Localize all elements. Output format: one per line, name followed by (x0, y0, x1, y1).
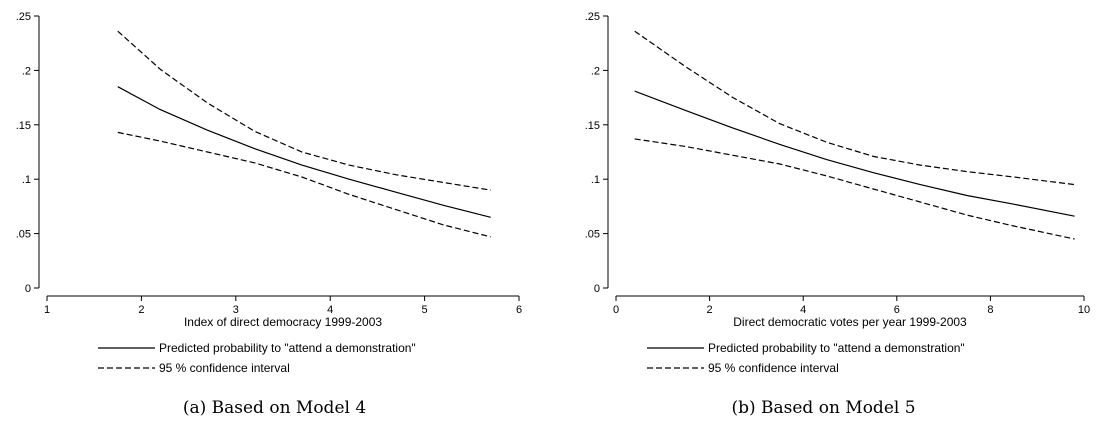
chart-b-y-tick-label: .1 (591, 174, 600, 186)
chart-b-y-tick-label: 0 (594, 283, 600, 295)
chart-a-x-tick-label: 6 (516, 304, 522, 316)
chart-a-x-tick-label: 2 (138, 304, 144, 316)
chart-b-x-tick-label: 0 (613, 304, 619, 316)
chart-a-x-tick-label: 4 (327, 304, 333, 316)
chart-a-ci-lower-line (117, 131, 491, 238)
chart-a-x-tick-label: 5 (422, 304, 428, 316)
chart-a-x-tick-label: 3 (233, 304, 239, 316)
chart-b-caption: (b) Based on Model 5 (731, 398, 916, 418)
chart-a-legend-label-ci: 95 % confidence interval (159, 361, 290, 375)
chart-a-predicted-line (117, 86, 491, 218)
chart-a-y-tick-label: .15 (16, 120, 31, 132)
chart-a-y-tick-label: .05 (16, 229, 31, 241)
chart-b-y-tick-label: .25 (585, 11, 600, 23)
chart-b-x-tick-label: 2 (707, 304, 713, 316)
chart-b-x-tick-label: 4 (800, 304, 806, 316)
chart-a-svg: 0 .05 .1 .15 .2 .25 1 2 3 4 5 6 Index of direct demo… (16, 11, 522, 375)
chart-a-legend-label-predicted: Predicted probability to "attend a demon… (159, 341, 416, 355)
chart-a-y-tick-label: .25 (16, 11, 31, 23)
chart-b-y-tick-label: .2 (591, 65, 600, 77)
chart-a-caption: (a) Based on Model 4 (182, 398, 367, 418)
chart-b-x-tick-label: 8 (987, 304, 993, 316)
chart-b-predicted-line (634, 90, 1075, 217)
chart-a-x-axis-title: Index of direct democracy 1999-2003 (184, 315, 382, 329)
chart-b-x-tick-label: 10 (1078, 304, 1090, 316)
chart-panel-a: 0 .05 .1 .15 .2 .25 1 2 3 4 5 6 Index of direct demo… (16, 11, 522, 418)
chart-b-x-axis-title: Direct democratic votes per year 1999-20… (733, 315, 967, 329)
chart-b-svg: 0 .05 .1 .15 .2 .25 0 2 4 6 8 10 Direct democratic v… (585, 11, 1090, 375)
chart-a-y-tick-label: 0 (25, 283, 31, 295)
chart-b-legend-label-ci: 95 % confidence interval (708, 361, 839, 375)
chart-b-legend-label-predicted: Predicted probability to "attend a demon… (708, 341, 965, 355)
chart-a-y-tick-label: .2 (22, 65, 31, 77)
chart-b-ci-lower-line (634, 138, 1075, 240)
chart-b-y-tick-label: .05 (585, 229, 600, 241)
chart-a-x-tick-label: 1 (44, 304, 50, 316)
chart-b-ci-upper-line (634, 30, 1075, 186)
chart-b-x-tick-label: 6 (894, 304, 900, 316)
chart-panel-b: 0 .05 .1 .15 .2 .25 0 2 4 6 8 10 Direct democratic v… (549, 0, 1098, 445)
chart-a-y-tick-label: .1 (22, 174, 31, 186)
chart-b-y-tick-label: .15 (585, 120, 600, 132)
chart-a-ci-upper-line (117, 30, 491, 191)
